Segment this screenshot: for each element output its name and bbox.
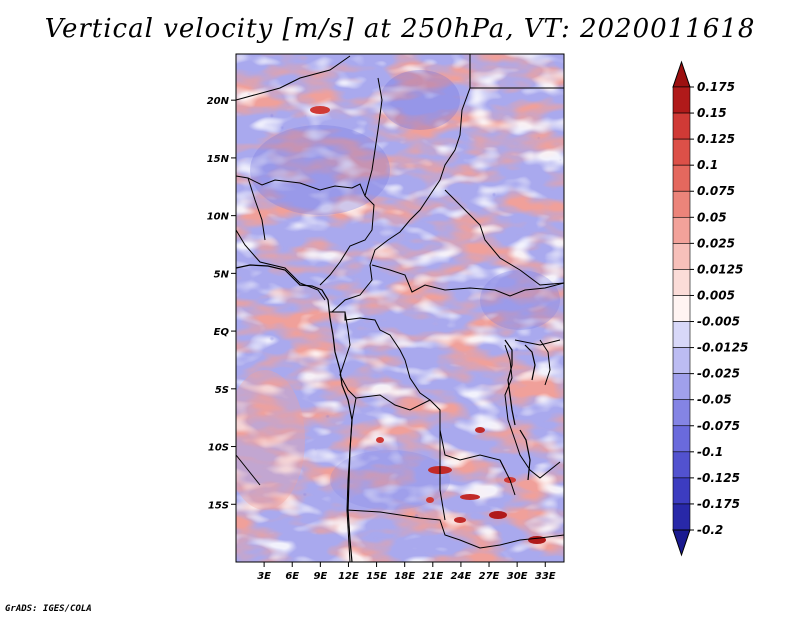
colorbar-level-label: 0.15 [697, 106, 727, 120]
colorbar-swatch [672, 399, 691, 427]
colorbar-level-label: -0.075 [697, 419, 740, 433]
colorbar-level-label: -0.005 [697, 315, 740, 329]
colorbar-swatch [672, 269, 691, 296]
colorbar-swatch [672, 451, 691, 479]
colorbar-level-label: -0.025 [697, 367, 740, 381]
colorbar-level-label: -0.0125 [697, 341, 748, 355]
map-title: Vertical velocity [m/s] at 250hPa, VT: 2… [44, 14, 756, 44]
lon-tick-label: 12E [338, 571, 359, 582]
lon-tick-label: 24E [451, 571, 472, 582]
lon-tick-label: 3E [257, 571, 271, 582]
colorbar-level-label: -0.2 [697, 523, 723, 537]
colorbar-swatch [672, 347, 691, 374]
colorbar-bottom-arrow [672, 529, 691, 557]
colorbar: 0.175 0.15 0.125 0.1 0.075 0.05 0.025 0.0125 0.0… [672, 60, 748, 557]
colorbar-level-label: 0.125 [697, 132, 735, 146]
colorbar-swatch [672, 295, 691, 322]
colorbar-level-label: -0.125 [697, 471, 740, 485]
country-borders [236, 54, 564, 562]
lat-tick-label: 20N [207, 96, 230, 107]
lat-tick-label: EQ [214, 327, 230, 338]
colorbar-level-label: -0.175 [697, 497, 740, 511]
lon-tick-label: 6E [285, 571, 299, 582]
colorbar-swatch [672, 164, 691, 192]
lon-tick-label: 30E [507, 571, 528, 582]
colorbar-swatch [672, 216, 691, 244]
colorbar-swatch [672, 503, 691, 531]
longitude-axis: 3E 6E 9E 12E 15E 18E 21E 24E 27E 30E 33E [257, 562, 556, 582]
lat-tick-label: 15N [207, 154, 230, 165]
colorbar-level-label: 0.075 [697, 184, 735, 198]
lon-tick-label: 9E [313, 571, 327, 582]
colorbar-level-label: 0.0125 [697, 262, 743, 276]
colorbar-swatch [672, 425, 691, 453]
lat-tick-label: 10S [208, 443, 229, 454]
lat-tick-label: 5S [215, 385, 229, 396]
colorbar-swatch [672, 373, 691, 401]
colorbar-level-label: 0.1 [697, 158, 718, 172]
colorbar-swatch [672, 86, 691, 114]
lon-tick-label: 18E [394, 571, 415, 582]
colorbar-level-label: -0.1 [697, 445, 723, 459]
colorbar-swatch [672, 112, 691, 140]
lon-tick-label: 27E [479, 571, 500, 582]
grads-credit: GrADS: IGES/COLA [5, 604, 92, 614]
colorbar-level-label: 0.175 [697, 80, 735, 94]
colorbar-swatch [672, 243, 691, 270]
vertical-velocity-field [236, 54, 564, 562]
colorbar-swatch [672, 321, 691, 348]
colorbar-level-label: 0.05 [697, 210, 727, 224]
lat-tick-label: 15S [208, 500, 229, 511]
plot-frame [235, 53, 565, 563]
colorbar-swatch [672, 138, 691, 166]
lon-tick-label: 15E [366, 571, 387, 582]
colorbar-level-label: 0.005 [697, 288, 735, 302]
latitude-axis: 20N 15N 10N 5N EQ 5S 10S 15S [207, 96, 236, 511]
colorbar-swatch [672, 190, 691, 218]
lon-tick-label: 33E [535, 571, 556, 582]
colorbar-level-label: -0.05 [697, 393, 732, 407]
colorbar-swatch [672, 477, 691, 505]
lat-tick-label: 10N [207, 212, 230, 223]
colorbar-top-arrow [672, 60, 691, 88]
coastline [236, 264, 536, 562]
lon-tick-label: 21E [422, 571, 443, 582]
lat-tick-label: 5N [214, 269, 230, 280]
colorbar-level-label: 0.025 [697, 236, 735, 250]
